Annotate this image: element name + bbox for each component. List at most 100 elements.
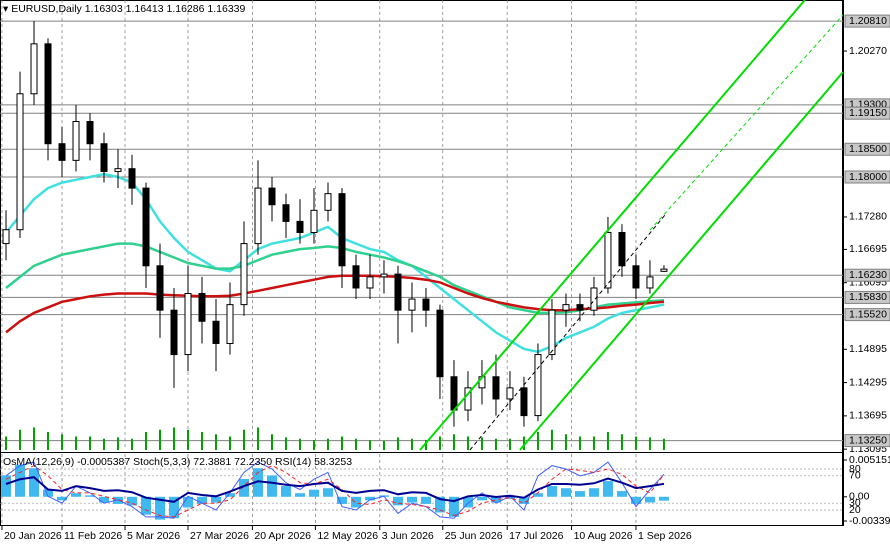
osma-bar <box>392 496 403 506</box>
candle-body <box>590 287 598 311</box>
volume-bar <box>522 436 525 450</box>
osma-bar <box>630 496 641 504</box>
osma-bar <box>420 496 431 504</box>
osma-bar <box>322 488 333 497</box>
y-tick-label: 1.14295 <box>849 376 887 388</box>
osma-bar <box>1 475 12 497</box>
volume-bar <box>173 427 176 450</box>
candle-body <box>492 376 500 400</box>
volume-bar <box>131 438 134 450</box>
level-label-box <box>844 106 890 120</box>
volume-bar <box>117 437 120 450</box>
candle-body <box>408 298 416 311</box>
candle-body <box>114 168 122 172</box>
oscillator-line <box>5 465 665 518</box>
level-label: 1.13250 <box>849 434 887 446</box>
y-tick-label: 1.20270 <box>849 45 887 57</box>
volume-bar <box>75 436 78 450</box>
indicator-area <box>0 454 843 526</box>
candle-body <box>520 387 528 417</box>
candle-body <box>44 43 52 145</box>
candle-body <box>562 304 570 311</box>
candle-body <box>282 204 290 222</box>
osma-bar <box>113 496 124 504</box>
candle-body <box>576 304 584 311</box>
x-tick-label: 20 Jan 2026 <box>4 530 62 542</box>
osma-bar <box>238 478 249 497</box>
osma-bar <box>99 496 110 503</box>
header: ▾ EURUSD,Daily 1.16303 1.16413 1.16286 1… <box>3 3 246 15</box>
osma-bar <box>336 496 347 504</box>
osma-bar <box>574 491 585 497</box>
volume-bar <box>270 434 273 450</box>
x-tick-label: 17 Jul 2026 <box>509 530 563 542</box>
candle-body <box>16 93 24 231</box>
osma-tick-label: 0.00 <box>849 491 870 503</box>
candle-body <box>72 121 80 161</box>
candle-body <box>660 268 668 272</box>
osma-bar <box>169 496 180 519</box>
candle-body <box>618 231 626 267</box>
x-tick-label: 12 May 2026 <box>317 530 378 542</box>
low: 1.16286 <box>167 3 205 15</box>
osma-bar <box>364 496 375 501</box>
x-tick-label: 10 Aug 2026 <box>574 530 633 542</box>
oscillator-line <box>5 461 665 519</box>
level-label-box <box>844 308 890 322</box>
osma-bar <box>85 495 96 497</box>
volume-bar <box>201 432 204 450</box>
volume-bar <box>606 432 609 450</box>
osma-bar <box>127 496 138 506</box>
candle-body <box>506 387 514 400</box>
candle-body <box>324 193 332 211</box>
moving-average <box>5 274 665 334</box>
volume-bar <box>662 438 665 450</box>
osma-bar <box>43 489 54 497</box>
volume-bar <box>564 434 567 450</box>
y-tick-label: 1.13695 <box>849 410 887 422</box>
osma-bar <box>294 493 305 497</box>
high: 1.16413 <box>126 3 164 15</box>
osma-bar <box>350 496 361 508</box>
osma-bar <box>518 496 529 504</box>
volume-bar <box>424 440 427 450</box>
volume-bar <box>368 440 371 450</box>
candle-body <box>198 293 206 322</box>
volume-bar <box>382 441 385 450</box>
osma-bar <box>448 496 459 517</box>
osma-bar <box>588 488 599 497</box>
candle-body <box>422 298 430 311</box>
osma-bar <box>155 496 166 520</box>
candle-body <box>296 220 304 233</box>
osma-bar <box>280 486 291 497</box>
oscillator-line <box>5 476 665 503</box>
candle-body <box>394 273 402 311</box>
candle-body <box>240 243 248 306</box>
osma-bar <box>532 493 543 497</box>
osma-bar <box>504 496 515 499</box>
candle-body <box>170 309 178 356</box>
osma-bar <box>183 496 194 508</box>
level-label: 1.19150 <box>849 107 887 119</box>
volume-bar <box>284 437 287 450</box>
level-label: 1.15830 <box>849 291 887 303</box>
trendline <box>649 14 843 231</box>
y-tick-label: 1.16695 <box>849 243 887 255</box>
osma-bar <box>644 496 655 503</box>
osma-bar <box>406 496 417 503</box>
candle-body <box>86 121 94 145</box>
osma-bar <box>224 493 235 497</box>
candle-body <box>646 276 654 289</box>
volume-bar <box>187 429 190 450</box>
indicator-label: OsMA(12,26,9) -0.0005387 Stoch(5,3,3) 72… <box>3 456 352 468</box>
trendline <box>519 71 843 451</box>
volume-bar <box>159 429 162 450</box>
close: 1.16339 <box>207 3 245 15</box>
x-tick-label: 11 Feb 2026 <box>64 530 122 542</box>
volume-bar <box>396 437 399 450</box>
volume-bar <box>298 438 301 450</box>
volume-bar <box>256 427 259 450</box>
symbol-icon: ▾ <box>3 3 11 15</box>
